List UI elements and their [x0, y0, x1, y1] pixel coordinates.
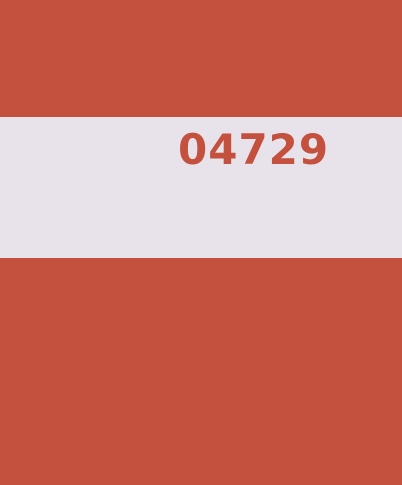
code-number: 04729: [178, 125, 330, 174]
middle-light-band: [0, 117, 402, 258]
bottom-red-band: [0, 258, 402, 485]
top-red-band: [0, 0, 402, 117]
